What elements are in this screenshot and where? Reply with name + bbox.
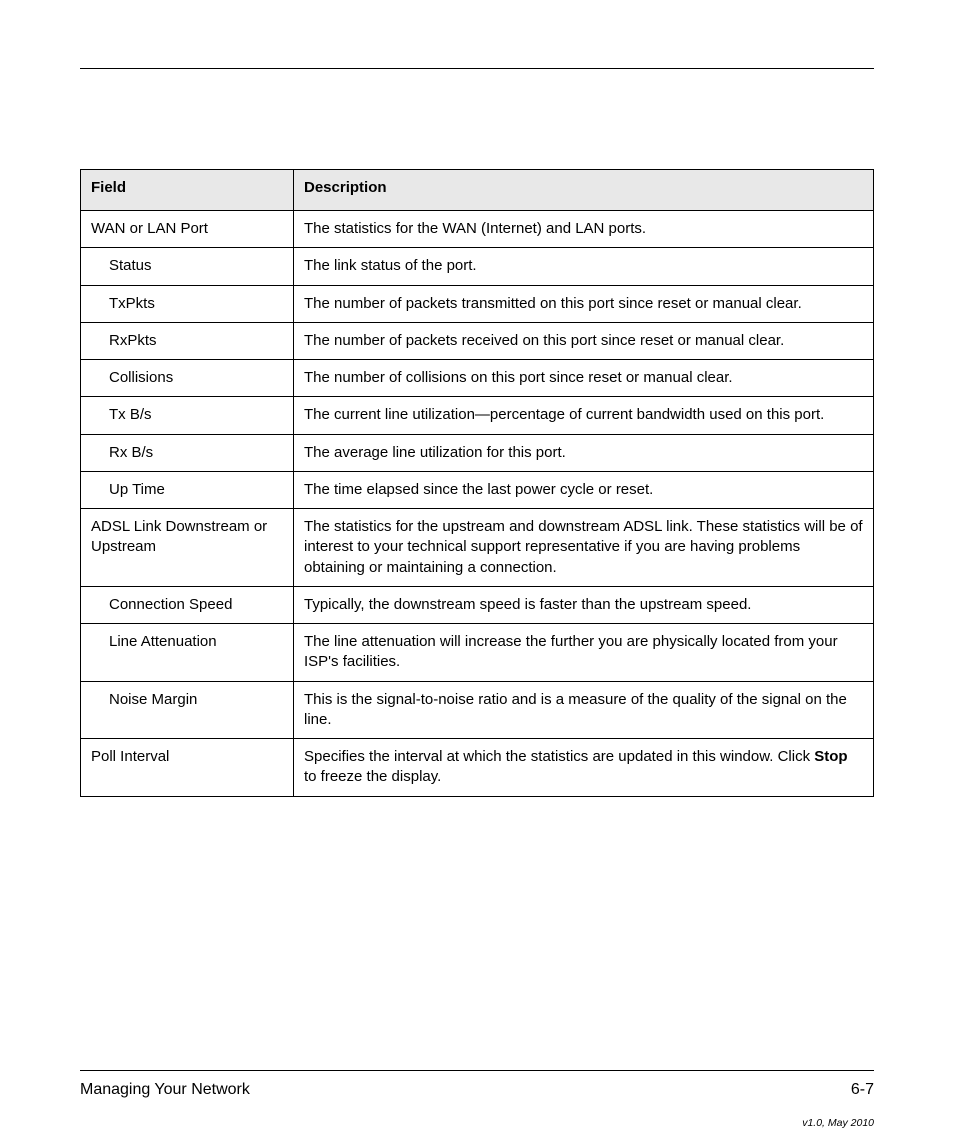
description-cell: The number of packets transmitted on thi… — [294, 285, 874, 322]
field-cell: Up Time — [81, 471, 294, 508]
field-cell: WAN or LAN Port — [81, 211, 294, 248]
field-cell: RxPkts — [81, 322, 294, 359]
description-cell: This is the signal-to-noise ratio and is… — [294, 681, 874, 739]
field-cell: Line Attenuation — [81, 624, 294, 682]
description-cell: The statistics for the WAN (Internet) an… — [294, 211, 874, 248]
page-footer: Managing Your Network 6-7 — [80, 1070, 874, 1099]
table-row: ADSL Link Downstream or UpstreamThe stat… — [81, 509, 874, 587]
field-label: Connection Speed — [91, 595, 232, 615]
description-text: to freeze the display. — [304, 768, 441, 785]
description-cell: The average line utilization for this po… — [294, 434, 874, 471]
table-row: Status The link status of the port. — [81, 248, 874, 285]
field-cell: Status — [81, 248, 294, 285]
field-cell: Connection Speed — [81, 586, 294, 623]
footer-rule — [80, 1070, 874, 1071]
description-cell: The statistics for the upstream and down… — [294, 509, 874, 587]
footer-page-number: 6-7 — [851, 1081, 874, 1099]
table-header-field: Field — [81, 170, 294, 211]
description-cell: The line attenuation will increase the f… — [294, 624, 874, 682]
description-cell: The time elapsed since the last power cy… — [294, 471, 874, 508]
field-cell: Collisions — [81, 360, 294, 397]
description-cell: The link status of the port. — [294, 248, 874, 285]
description-cell: The number of packets received on this p… — [294, 322, 874, 359]
table-header-row: Field Description — [81, 170, 874, 211]
footer-section-title: Managing Your Network — [80, 1081, 250, 1099]
field-cell: ADSL Link Downstream or Upstream — [81, 509, 294, 587]
field-label: TxPkts — [91, 294, 155, 314]
description-cell: Specifies the interval at which the stat… — [294, 739, 874, 797]
field-label: Status — [91, 256, 152, 276]
header-rule — [80, 68, 874, 69]
field-label: Rx B/s — [91, 443, 153, 463]
table-row: Tx B/s The current line utilization—perce… — [81, 397, 874, 434]
table-row: Connection Speed Typically, the downstrea… — [81, 586, 874, 623]
description-cell: The number of collisions on this port si… — [294, 360, 874, 397]
table-header-description: Description — [294, 170, 874, 211]
table-row: Noise Margin This is the signal-to-noise … — [81, 681, 874, 739]
field-label: Collisions — [91, 368, 173, 388]
document-page: Field Description WAN or LAN PortThe sta… — [0, 0, 954, 1145]
description-cell: The current line utilization—percentage … — [294, 397, 874, 434]
description-text: Specifies the interval at which the stat… — [304, 748, 814, 765]
table-row: Line Attenuation The line attenuation wil… — [81, 624, 874, 682]
field-cell: Rx B/s — [81, 434, 294, 471]
table-row: TxPkts The number of packets transmitted … — [81, 285, 874, 322]
footer-version: v1.0, May 2010 — [802, 1117, 874, 1129]
description-cell: Typically, the downstream speed is faste… — [294, 586, 874, 623]
table-body: WAN or LAN PortThe statistics for the WA… — [81, 211, 874, 797]
table-row: Collisions The number of collisions on th… — [81, 360, 874, 397]
field-label: Noise Margin — [91, 690, 197, 710]
field-label: RxPkts — [91, 331, 157, 351]
stop-label: Stop — [814, 748, 847, 765]
table-row: WAN or LAN PortThe statistics for the WA… — [81, 211, 874, 248]
table-row: Up Time The time elapsed since the last p… — [81, 471, 874, 508]
field-label: Up Time — [91, 480, 165, 500]
table-row: Rx B/s The average line utilization for t… — [81, 434, 874, 471]
field-label: Tx B/s — [91, 405, 152, 425]
table-row: RxPkts The number of packets received on … — [81, 322, 874, 359]
statistics-table: Field Description WAN or LAN PortThe sta… — [80, 169, 874, 797]
field-cell: Noise Margin — [81, 681, 294, 739]
field-label: Line Attenuation — [91, 632, 217, 652]
field-cell: TxPkts — [81, 285, 294, 322]
field-cell: Tx B/s — [81, 397, 294, 434]
footer-line: Managing Your Network 6-7 — [80, 1081, 874, 1099]
field-cell: Poll Interval — [81, 739, 294, 797]
table-row: Poll Interval Specifies the interval at w… — [81, 739, 874, 797]
